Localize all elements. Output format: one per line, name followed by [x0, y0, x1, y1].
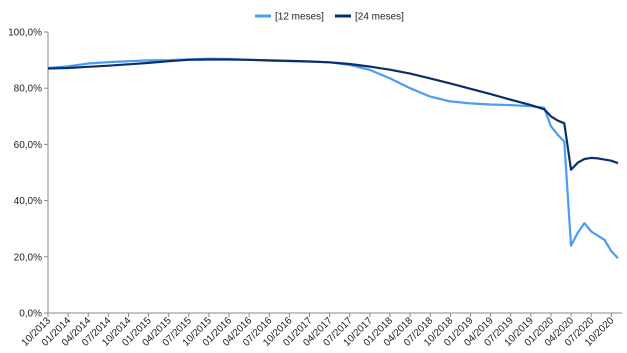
legend-label: [24 meses]	[355, 12, 404, 23]
y-tick-label: 0,0%	[19, 309, 42, 320]
y-tick-label: 40,0%	[14, 196, 42, 207]
y-axis-ticks: 0,0% 20,0% 40,0% 60,0% 80,0% 100,0%	[8, 28, 48, 320]
y-tick-label: 100,0%	[8, 28, 42, 39]
series-line-24-meses	[47, 58, 619, 171]
series-group	[47, 57, 619, 259]
y-tick-label: 80,0%	[14, 84, 42, 95]
x-axis-ticks: 10/201301/201404/201407/201410/201401/20…	[20, 313, 617, 349]
legend-label: [12 meses]	[275, 12, 324, 23]
series-line-12-meses	[47, 57, 619, 259]
legend: [12 meses] [24 meses]	[255, 12, 404, 23]
axes	[47, 32, 622, 314]
y-tick-label: 20,0%	[14, 252, 42, 263]
y-tick-label: 60,0%	[14, 140, 42, 151]
